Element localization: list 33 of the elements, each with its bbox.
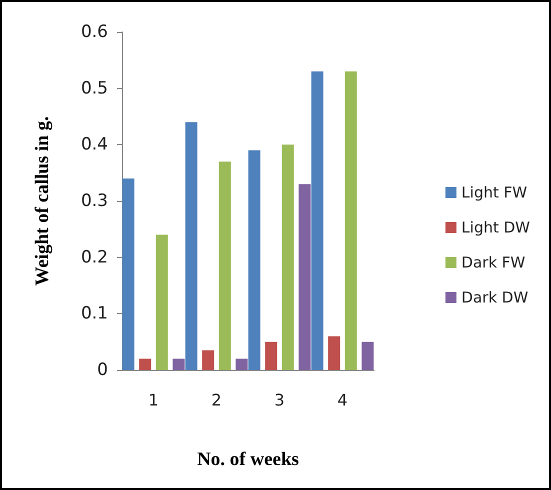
bar: [236, 358, 248, 370]
y-tick-label: 0: [97, 360, 108, 380]
y-tick-label: 0.6: [80, 22, 108, 42]
y-tick-label: 0.1: [80, 304, 108, 324]
bar: [344, 71, 357, 370]
x-tick-label: 2: [211, 390, 222, 410]
bar: [202, 350, 214, 370]
bar: [172, 358, 185, 370]
x-tick-label: 1: [148, 390, 159, 410]
bar: [311, 71, 324, 370]
x-tick-label: 3: [274, 390, 285, 410]
bar: [362, 342, 374, 370]
bar: [328, 336, 340, 370]
y-tick-label: 0.2: [80, 247, 108, 268]
legend-label: Dark FW: [461, 254, 526, 272]
legend-label: Dark DW: [461, 288, 528, 306]
bar: [139, 358, 152, 370]
bar: [282, 144, 294, 370]
bar: [265, 342, 278, 370]
y-tick-label: 0.4: [80, 134, 108, 155]
x-axis-title: No. of weeks: [197, 449, 299, 470]
legend-label: Light DW: [461, 218, 530, 236]
bar: [298, 184, 311, 370]
x-tick-label: 4: [337, 390, 348, 410]
bar: [185, 122, 198, 370]
legend-label: Light FW: [461, 184, 528, 202]
bar: [248, 150, 260, 370]
bar: [218, 162, 231, 370]
y-axis-title: Weight of callus in g.: [32, 116, 53, 286]
bar: [122, 178, 134, 370]
y-tick-label: 0.5: [80, 78, 108, 98]
y-tick-label: 0.3: [80, 191, 108, 211]
bar: [156, 234, 168, 370]
